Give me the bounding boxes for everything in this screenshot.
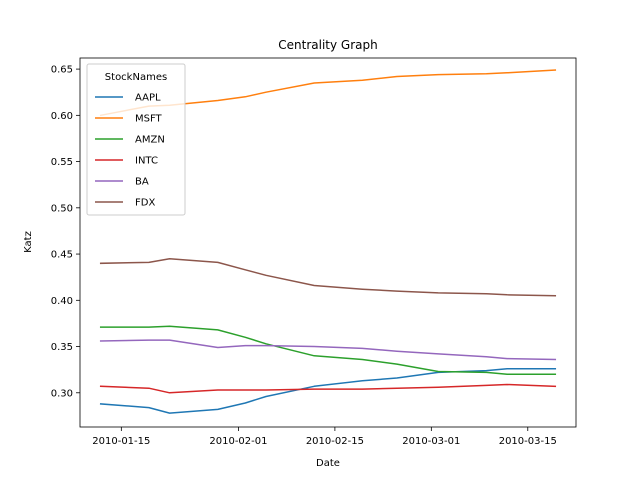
legend-label-fdx: FDX [135, 198, 155, 209]
legend-title: StockNames [105, 72, 167, 83]
series-line-aapl [99, 367, 557, 414]
x-tick-label: 2010-02-01 [209, 436, 267, 447]
series-line-intc [99, 383, 557, 394]
legend-label-ba: BA [135, 177, 149, 188]
legend-label-aapl: AAPL [135, 93, 161, 104]
legend-label-msft: MSFT [135, 114, 163, 125]
legend-items: AAPL MSFT AMZN INTC BA FDX [95, 93, 165, 209]
y-tick-label: 0.60 [51, 111, 73, 122]
x-tick-label: 2010-03-15 [499, 436, 557, 447]
chart-title: Centrality Graph [278, 38, 377, 52]
y-axis-ticks: 0.30 0.35 0.40 0.45 0.50 0.55 0.60 0.65 [51, 65, 80, 399]
x-axis-ticks: 2010-01-15 2010-02-01 2010-02-15 2010-03-01… [92, 427, 557, 447]
y-tick-label: 0.50 [51, 203, 73, 214]
y-tick-label: 0.35 [51, 342, 73, 353]
y-tick-label: 0.30 [51, 388, 73, 399]
legend-label-intc: INTC [135, 156, 158, 167]
x-tick-label: 2010-01-15 [92, 436, 150, 447]
x-tick-label: 2010-02-15 [306, 436, 364, 447]
y-tick-label: 0.55 [51, 157, 73, 168]
y-tick-label: 0.65 [51, 65, 73, 76]
legend: StockNames AAPL MSFT AMZN INTC BA FDX [86, 63, 186, 216]
x-tick-label: 2010-03-01 [402, 436, 460, 447]
plot-frame [79, 57, 577, 428]
series-line-fdx [99, 257, 557, 297]
series-line-amzn [99, 325, 557, 376]
y-tick-label: 0.45 [51, 250, 73, 261]
x-axis-label: Date [316, 458, 340, 469]
legend-box [86, 63, 186, 216]
series-line-ba [99, 339, 557, 361]
y-axis-label: Katz [23, 231, 34, 253]
y-tick-label: 0.40 [51, 296, 73, 307]
legend-label-amzn: AMZN [135, 135, 165, 146]
